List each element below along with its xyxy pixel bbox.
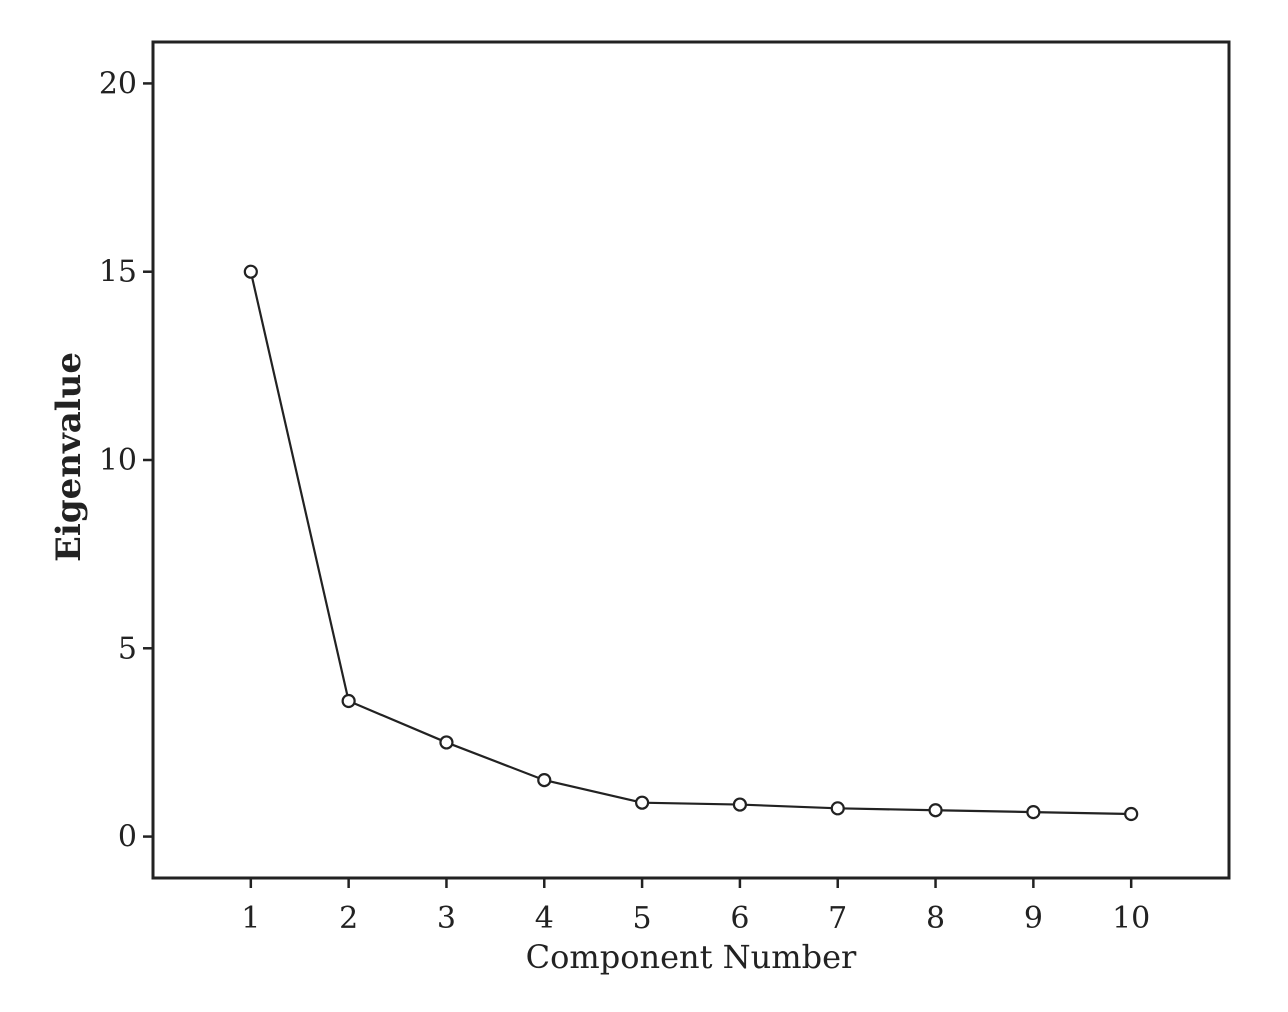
x-axis-ticks: 1 2 3 4 5 6 7 8 9 10 <box>241 878 1150 936</box>
y-tick-label: 5 <box>118 631 137 666</box>
y-tick-label: 10 <box>99 443 137 478</box>
x-tick-label: 5 <box>633 901 652 936</box>
x-tick-label: 9 <box>1024 901 1043 936</box>
data-point <box>928 803 943 818</box>
plot-frame <box>151 40 1231 880</box>
x-tick-label: 3 <box>437 901 456 936</box>
data-point <box>1124 806 1139 822</box>
x-tick-label: 10 <box>1112 901 1150 936</box>
y-tick-label: 15 <box>99 255 137 290</box>
x-tick-label: 8 <box>926 901 945 936</box>
data-point <box>243 264 258 279</box>
data-point <box>732 797 748 812</box>
x-tick-label: 4 <box>535 901 554 936</box>
x-axis-title: Component Number <box>526 938 857 976</box>
y-axis-title: Eigenvalue <box>49 352 89 562</box>
x-tick-label: 6 <box>730 901 749 936</box>
data-point <box>1026 804 1041 820</box>
x-tick-label: 7 <box>828 901 847 936</box>
series-line <box>249 271 1132 816</box>
data-point <box>830 801 845 816</box>
data-point <box>341 693 356 709</box>
data-point <box>634 795 650 810</box>
data-points <box>243 264 1139 822</box>
y-tick-label: 20 <box>99 66 137 101</box>
y-axis-ticks: 0 5 10 15 20 <box>99 66 153 855</box>
y-tick-label: 0 <box>118 820 137 855</box>
x-tick-label: 2 <box>339 901 358 936</box>
data-point <box>537 772 552 788</box>
data-point <box>439 735 454 750</box>
x-tick-label: 1 <box>241 901 260 936</box>
